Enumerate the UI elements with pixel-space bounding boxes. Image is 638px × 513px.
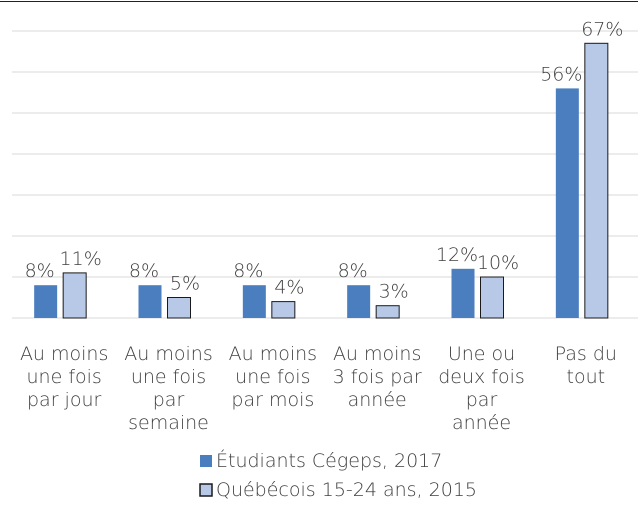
data-label: 12% (436, 244, 478, 266)
data-label: 8% (233, 260, 263, 282)
bar (271, 301, 296, 319)
data-label: 4% (274, 277, 304, 299)
x-tick-label: Au moins une fois par mois (229, 343, 317, 411)
x-tick-label: Au moins une fois par jour (20, 343, 108, 411)
legend-label: Étudiants Cégeps, 2017 (216, 449, 442, 472)
data-label: 11% (60, 248, 102, 270)
data-label: 3% (379, 281, 409, 303)
bar (167, 297, 191, 319)
legend-label: Québécois 15-24 ans, 2015 (216, 479, 477, 501)
bar (584, 42, 609, 319)
bar (242, 285, 266, 318)
data-label: 56% (540, 63, 582, 85)
x-tick-label: Une ou deux fois par année (438, 343, 525, 434)
data-label: 8% (129, 260, 159, 282)
x-tick-label: Pas du tout (555, 343, 617, 388)
bar (62, 272, 87, 319)
data-label: 67% (581, 18, 623, 40)
bar (451, 268, 475, 318)
data-label: 8% (338, 260, 368, 282)
bar (375, 305, 400, 319)
data-label: 10% (477, 252, 519, 274)
legend-swatch (199, 483, 213, 497)
bar (34, 285, 58, 318)
bar (555, 88, 579, 319)
data-label: 8% (25, 260, 55, 282)
x-tick-label: Au moins 3 fois par année (333, 343, 422, 411)
legend-swatch (200, 455, 212, 467)
bar (347, 285, 371, 318)
bar (480, 276, 504, 319)
data-label: 5% (170, 273, 200, 295)
x-tick-label: Au moins une fois par semaine (124, 343, 212, 434)
bar (138, 285, 162, 318)
